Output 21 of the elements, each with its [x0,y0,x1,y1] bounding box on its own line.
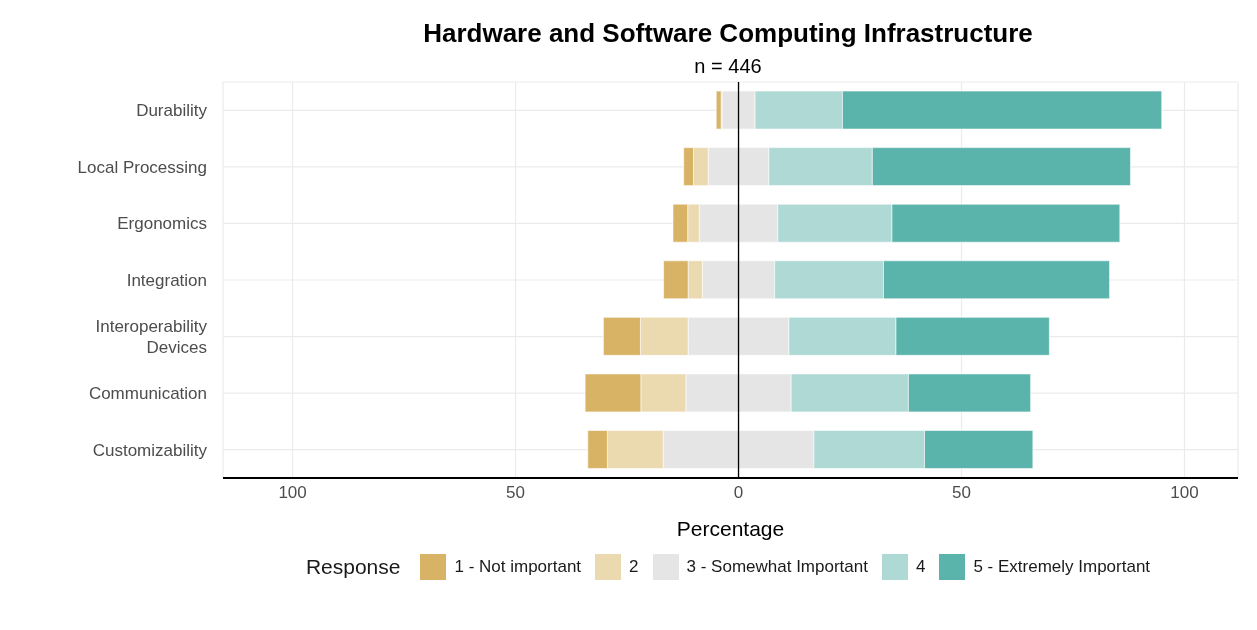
y-tick-label: Communication [88,383,207,403]
legend-label: 1 - Not important [454,557,582,577]
x-tick-label: 100 [278,483,307,503]
chart-subtitle: n = 446 [693,55,763,78]
chart-title: Hardware and Software Computing Infrastructure [422,18,1034,49]
legend-title: Response [305,555,401,579]
x-tick-label: 50 [952,483,971,503]
y-tick-label: Interoperability Devices [95,316,208,357]
legend-label: 4 [915,557,926,577]
y-tick-label: Customizability [92,440,208,460]
y-tick-label: Ergonomics [117,213,207,233]
legend-label: 3 - Somewhat Important [686,557,868,577]
y-tick-label: Durability [136,100,208,120]
y-tick-label: Integration [126,270,207,290]
x-axis-title: Percentage [676,517,785,540]
x-tick-label: 100 [1170,483,1199,503]
x-tick-label: 50 [506,483,526,503]
y-tick-label: Local Processing [77,157,207,177]
legend-label: 2 [629,557,639,577]
legend-label: 5 - Extremely Important [973,557,1151,577]
x-tick-label: 0 [733,483,744,503]
